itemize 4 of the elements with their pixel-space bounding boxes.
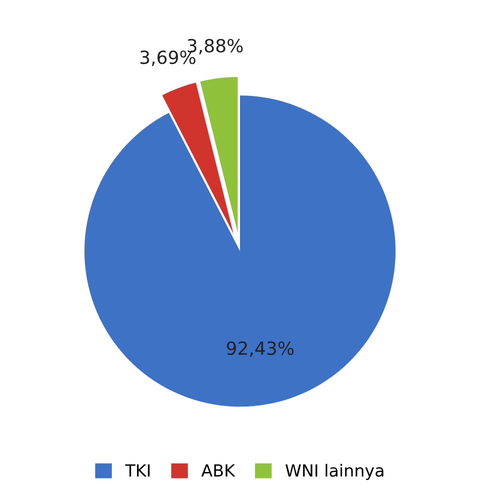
legend-label: ABK xyxy=(201,464,236,477)
legend-label: TKI xyxy=(125,464,150,477)
data-label: 92,43% xyxy=(226,341,294,357)
legend-label: WNI lainnya xyxy=(286,464,384,480)
